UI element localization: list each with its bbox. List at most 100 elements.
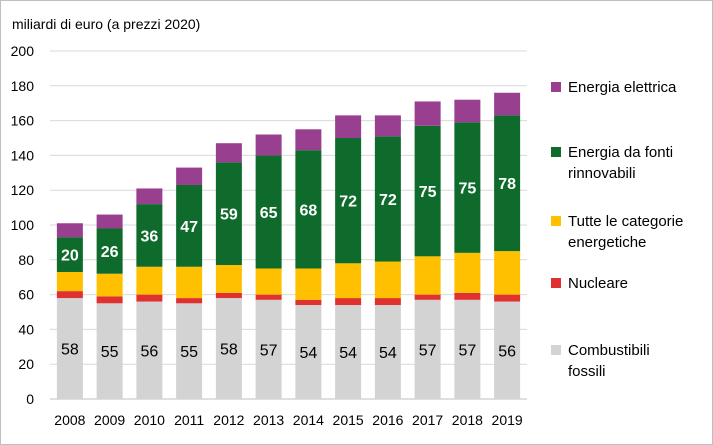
bar-segment [374,305,401,399]
x-tick-label: 2018 [452,412,483,428]
data-label: 54 [379,345,397,362]
legend-label: Nucleare [568,275,628,292]
bar-segment [176,298,203,304]
legend-label: Combustibili [568,342,650,359]
legend-label: Energia elettrica [568,79,677,96]
bar-segment [255,268,282,295]
bar-segment [454,292,481,300]
legend-label: Tutte le categorie [568,213,683,230]
y-tick-label: 200 [11,43,35,59]
bar-segment [374,298,401,306]
y-axis-ticks: 0 20 40 60 80 100 120 140 160 180 200 [11,43,35,407]
data-label: 36 [140,228,158,245]
bar-segment [414,125,441,257]
data-label: 55 [101,344,119,361]
y-tick-label: 60 [18,287,34,303]
data-label: 72 [339,194,357,211]
data-label: 54 [339,345,357,362]
bar-segment [176,184,203,267]
x-tick-label: 2015 [333,412,364,428]
bar-segment [494,251,521,295]
bar-segment [56,271,83,292]
bar-segment [414,294,441,300]
bar-segment [335,115,362,138]
x-tick-label: 2011 [174,412,204,428]
bar-segment [295,268,322,300]
bar-segment [295,305,322,399]
data-label: 58 [220,342,238,359]
bar-segment [176,303,203,399]
x-axis-ticks: 2008 2009 2010 2011 2012 2013 2014 2015 2016 2017… [54,412,523,428]
data-label: 56 [498,343,516,360]
data-label: 68 [299,202,317,219]
bar-segment [136,204,163,267]
bar-segment [136,301,163,399]
legend-label: energetiche [568,234,646,251]
bar-segment [295,150,322,269]
data-label: 59 [220,207,238,224]
bar-segment [255,155,282,269]
bar-segment [176,266,203,299]
data-label: 57 [419,342,437,359]
bar-segment [454,252,481,293]
data-label: 47 [180,219,198,236]
x-tick-label: 2012 [213,412,244,428]
data-label: 65 [260,205,278,222]
bar-segment [215,292,242,299]
legend-swatch [551,147,561,157]
bar-segment [414,101,441,126]
y-tick-label: 40 [18,321,34,337]
bar-segment [96,273,123,297]
bar-segment [136,294,163,302]
bar-segment [374,136,401,262]
bar-segment [494,92,521,116]
bar-segment [454,299,481,399]
bar-segment [255,294,282,300]
y-axis-label: miliardi di euro (a prezzi 2020) [12,16,200,32]
bar-segment [255,134,282,156]
bar-segment [56,291,83,299]
legend-label: fossili [568,363,606,380]
y-tick-label: 160 [11,113,35,129]
bar-segment [96,214,123,229]
y-tick-label: 80 [18,252,34,268]
y-tick-label: 100 [11,217,35,233]
data-label: 78 [498,176,516,193]
legend-swatch [551,278,561,288]
x-tick-label: 2014 [293,412,324,428]
x-tick-label: 2010 [134,412,165,428]
x-tick-label: 2009 [94,412,125,428]
data-label: 75 [419,184,437,201]
x-tick-label: 2016 [372,412,403,428]
bar-segment [215,143,242,163]
y-tick-label: 140 [11,147,35,163]
legend-label: rinnovabili [568,165,636,182]
bar-segment [136,266,163,295]
bar-segment [215,298,242,399]
bar-segment [335,263,362,299]
bar-segment [96,303,123,399]
bar-segment [215,265,242,293]
y-tick-label: 180 [11,78,35,94]
legend-swatch [551,216,561,226]
x-tick-label: 2008 [54,412,85,428]
bar-segment [255,299,282,399]
bar-segment [215,162,242,266]
bar-segment [494,294,521,302]
bar-segment [374,115,401,137]
bar-segment [176,167,203,185]
bar-segment [136,188,163,205]
data-label: 72 [379,192,397,209]
legend-swatch [551,82,561,92]
data-label: 56 [140,343,158,360]
bar-segment [414,256,441,295]
bar-segment [414,299,441,399]
legend-swatch [551,345,561,355]
x-tick-label: 2017 [412,412,443,428]
bar-segment [454,122,481,253]
x-tick-label: 2013 [253,412,284,428]
legend: Energia elettrica Energia da fonti rinnova… [551,79,683,380]
data-label: 55 [180,344,198,361]
bar-segment [96,228,123,274]
legend-label: Energia da fonti [568,144,673,161]
